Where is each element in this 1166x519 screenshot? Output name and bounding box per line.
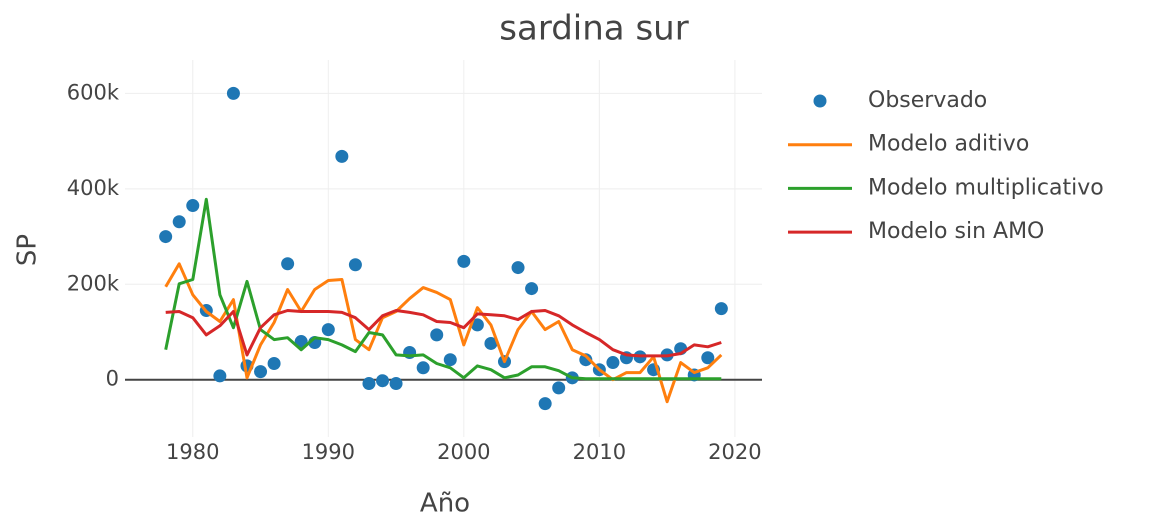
- x-axis-label: Año: [420, 489, 470, 519]
- x-tick-label: 2010: [573, 440, 626, 464]
- data-point: [457, 254, 471, 268]
- data-point: [606, 356, 620, 370]
- series-line: [165, 309, 722, 358]
- data-point: [470, 318, 484, 332]
- data-point: [172, 215, 186, 229]
- series-line: [164, 262, 723, 404]
- data-point: [579, 353, 593, 367]
- data-point: [443, 353, 457, 367]
- series-line: [164, 197, 722, 381]
- x-tick-label: 1990: [302, 440, 355, 464]
- data-point: [294, 335, 308, 349]
- data-point: [484, 336, 498, 350]
- data-point: [321, 323, 335, 337]
- data-point: [389, 377, 403, 391]
- data-point: [525, 282, 539, 296]
- legend-label: Modelo aditivo: [868, 132, 1029, 157]
- data-point: [335, 149, 349, 163]
- data-point: [159, 230, 173, 244]
- data-point: [348, 258, 362, 272]
- data-point: [213, 369, 227, 383]
- data-point: [267, 357, 281, 371]
- y-tick-label: 600k: [67, 80, 120, 104]
- data-point: [701, 351, 715, 365]
- data-point: [362, 377, 376, 391]
- y-axis-label: SP: [13, 234, 43, 266]
- data-point: [254, 365, 268, 379]
- x-tick-label: 2000: [437, 440, 490, 464]
- x-tick-label: 2020: [708, 440, 761, 464]
- data-point: [376, 374, 390, 388]
- data-point: [416, 361, 430, 375]
- y-tick-label: 200k: [67, 271, 120, 295]
- data-point: [511, 261, 525, 275]
- data-point: [226, 86, 240, 100]
- data-point: [186, 199, 200, 213]
- x-tick-label: 1980: [166, 440, 219, 464]
- y-tick-label: 400k: [67, 176, 120, 200]
- legend-label: Modelo sin AMO: [868, 219, 1044, 244]
- data-point: [281, 257, 295, 271]
- legend-label: Modelo multiplicativo: [868, 175, 1104, 200]
- data-point: [714, 302, 728, 316]
- data-point: [552, 381, 566, 395]
- data-point: [538, 397, 552, 411]
- legend-label: Observado: [868, 88, 987, 113]
- chart-title: sardina sur: [499, 9, 688, 49]
- data-point: [430, 328, 444, 342]
- y-tick-label: 0: [106, 367, 119, 391]
- legend-marker: [813, 94, 827, 108]
